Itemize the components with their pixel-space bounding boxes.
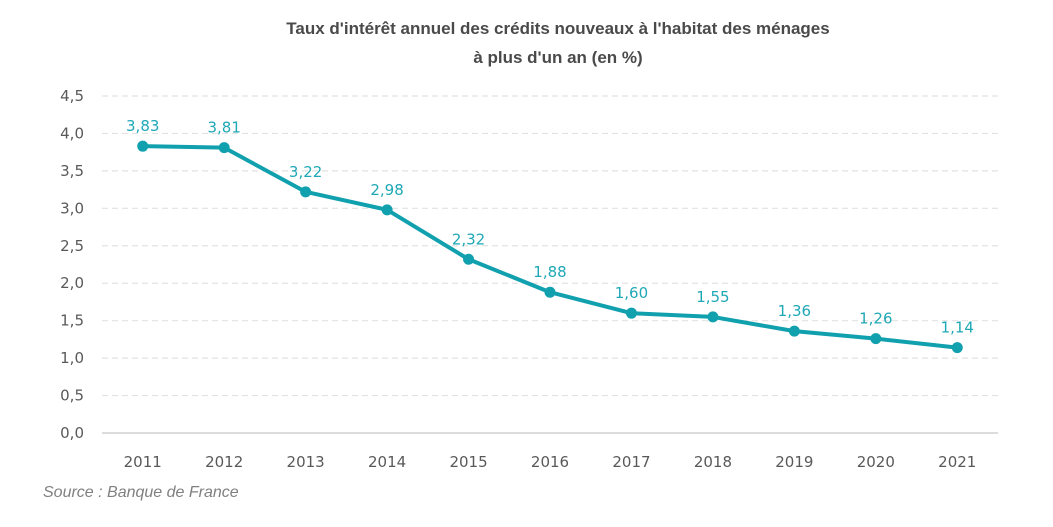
data-point — [951, 342, 963, 354]
x-tick-label: 2014 — [368, 453, 406, 471]
y-tick-label: 1,0 — [60, 349, 84, 367]
data-label: 3,83 — [126, 117, 159, 135]
data-label: 1,88 — [533, 263, 566, 281]
chart-title-line-2: à plus d'un an (en %) — [473, 48, 642, 67]
data-label: 1,36 — [778, 302, 811, 320]
data-point — [463, 253, 475, 265]
data-point — [544, 286, 556, 298]
x-tick-label: 2021 — [938, 453, 976, 471]
y-tick-label: 4,5 — [60, 87, 84, 105]
y-tick-label: 0,0 — [60, 424, 84, 442]
y-tick-label: 2,5 — [60, 237, 84, 255]
data-label: 1,14 — [941, 319, 974, 337]
x-tick-label: 2020 — [857, 453, 895, 471]
data-point — [707, 311, 719, 323]
data-point — [870, 333, 882, 345]
x-tick-label: 2012 — [205, 453, 243, 471]
y-tick-label: 1,5 — [60, 312, 84, 330]
x-tick-label: 2016 — [531, 453, 569, 471]
data-label: 2,98 — [370, 181, 403, 199]
data-point — [218, 142, 230, 154]
data-label: 2,32 — [452, 230, 485, 248]
y-tick-label: 3,0 — [60, 199, 84, 217]
data-point — [788, 325, 800, 337]
x-tick-label: 2015 — [449, 453, 487, 471]
y-tick-label: 3,5 — [60, 162, 84, 180]
x-tick-label: 2018 — [694, 453, 732, 471]
data-point — [137, 140, 149, 152]
series-polyline — [142, 144, 958, 350]
series-line — [137, 140, 963, 354]
y-tick-label: 4,0 — [60, 124, 84, 142]
x-tick-label: 2017 — [612, 453, 650, 471]
source-note: Source : Banque de France — [43, 484, 239, 501]
y-axis-ticks: 0,0 0,5 1,0 1,5 2,0 2,5 3,0 3,5 4,0 4,5 — [60, 87, 84, 442]
data-label: 1,26 — [859, 310, 892, 328]
data-point — [625, 307, 637, 319]
chart-title-line-1: Taux d'intérêt annuel des crédits nouvea… — [286, 19, 829, 38]
data-label: 1,60 — [615, 284, 648, 302]
y-tick-label: 0,5 — [60, 387, 84, 405]
data-point — [381, 204, 393, 216]
data-label: 3,22 — [289, 163, 322, 181]
x-tick-label: 2019 — [775, 453, 813, 471]
x-axis-ticks: 2011 2012 2013 2014 2015 2016 2017 2018 2019 2020… — [124, 453, 977, 471]
x-tick-label: 2013 — [287, 453, 325, 471]
data-label: 1,55 — [696, 288, 729, 306]
gridlines — [102, 95, 998, 434]
y-tick-label: 2,0 — [60, 274, 84, 292]
x-tick-label: 2011 — [124, 453, 162, 471]
data-label: 3,81 — [207, 119, 240, 137]
data-point — [300, 186, 312, 198]
data-labels: 3,83 3,81 3,22 2,98 2,32 1,88 1,60 1,55 1,36 1,26… — [126, 117, 974, 336]
